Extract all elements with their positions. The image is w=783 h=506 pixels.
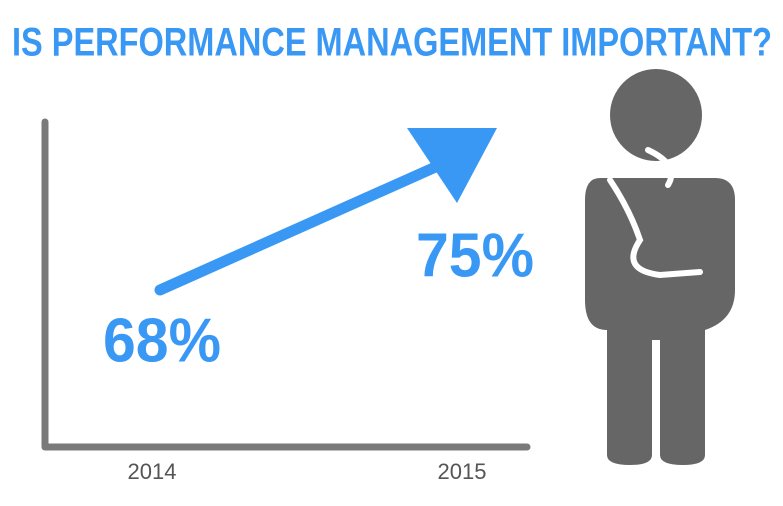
chart-title: IS PERFORMANCE MANAGEMENT IMPORTANT? [12, 21, 772, 65]
person-hand [645, 147, 675, 188]
trend-arrow [154, 159, 446, 296]
person-head [610, 69, 702, 161]
x-tick-label: 2014 [128, 459, 177, 484]
person-arm [607, 177, 703, 279]
axis [41, 118, 531, 451]
arrow-head [407, 128, 497, 203]
data-label: 68% [103, 306, 221, 375]
x-tick-label: 2015 [438, 459, 487, 484]
person-body [585, 178, 735, 465]
data-label: 75% [416, 221, 534, 290]
thinking-person [585, 69, 735, 465]
